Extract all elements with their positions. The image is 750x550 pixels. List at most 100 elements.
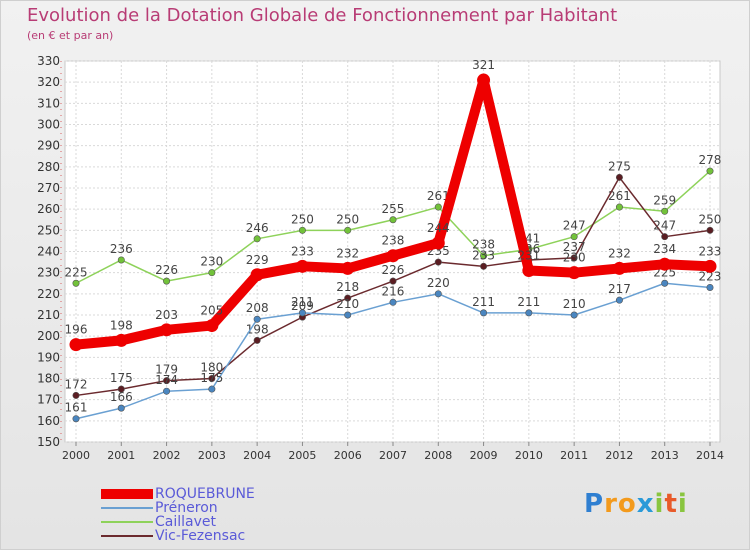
legend-label: ROQUEBRUNE xyxy=(155,486,255,502)
legend-swatch xyxy=(101,521,153,523)
proxiti-logo: Proxiti xyxy=(584,489,688,519)
x-tick-label: 2012 xyxy=(605,449,633,462)
legend-swatch xyxy=(101,535,153,537)
data-point-vic-fezensac xyxy=(253,336,261,344)
legend-label: Préneron xyxy=(155,500,218,516)
legend-swatch xyxy=(101,507,153,509)
data-label-vic-fezensac: 180 xyxy=(200,361,223,375)
data-point-roquebrune xyxy=(160,323,174,337)
data-point-roquebrune xyxy=(658,257,672,271)
data-point-preneron xyxy=(661,279,669,287)
data-label-preneron: 223 xyxy=(699,269,722,283)
y-tick-label: 280 xyxy=(37,160,60,174)
y-tick-label: 220 xyxy=(37,287,60,301)
data-label-caillavet: 247 xyxy=(563,219,586,233)
data-label-caillavet: 261 xyxy=(427,189,450,203)
data-label-preneron: 220 xyxy=(427,276,450,290)
data-point-preneron xyxy=(480,309,488,317)
data-label-roquebrune: 233 xyxy=(291,244,314,258)
data-label-caillavet: 226 xyxy=(155,263,178,277)
data-label-vic-fezensac: 247 xyxy=(653,219,676,233)
data-point-preneron xyxy=(570,311,578,319)
logo-letter: x xyxy=(636,489,655,519)
data-label-preneron: 211 xyxy=(291,295,314,309)
data-point-vic-fezensac xyxy=(389,277,397,285)
data-label-preneron: 161 xyxy=(65,401,88,415)
data-label-preneron: 217 xyxy=(608,282,631,296)
y-tick-label: 300 xyxy=(37,118,60,132)
data-label-roquebrune: 238 xyxy=(382,234,405,248)
y-tick-label: 150 xyxy=(37,435,60,449)
data-point-roquebrune xyxy=(431,236,445,250)
x-tick-label: 2014 xyxy=(696,449,724,462)
data-label-vic-fezensac: 175 xyxy=(110,371,133,385)
data-point-vic-fezensac xyxy=(570,254,578,262)
data-point-vic-fezensac xyxy=(72,391,80,399)
logo-letter: t xyxy=(664,489,678,519)
y-tick-label: 260 xyxy=(37,202,60,216)
y-tick-label: 160 xyxy=(37,414,60,428)
data-point-caillavet xyxy=(163,277,171,285)
data-point-preneron xyxy=(163,387,171,395)
data-point-caillavet xyxy=(117,256,125,264)
data-point-preneron xyxy=(117,404,125,412)
data-label-preneron: 211 xyxy=(472,295,495,309)
x-tick-label: 2011 xyxy=(560,449,588,462)
logo-letter: i xyxy=(654,489,665,519)
data-point-vic-fezensac xyxy=(163,377,171,385)
data-label-vic-fezensac: 172 xyxy=(65,377,88,391)
data-point-vic-fezensac xyxy=(706,226,714,234)
data-label-preneron: 216 xyxy=(382,284,405,298)
data-point-roquebrune xyxy=(205,319,219,333)
data-label-caillavet: 246 xyxy=(246,221,269,235)
data-point-vic-fezensac xyxy=(208,374,216,382)
data-point-caillavet xyxy=(72,279,80,287)
legend-label: Caillavet xyxy=(155,514,216,530)
data-label-preneron: 210 xyxy=(336,297,359,311)
x-tick-label: 2003 xyxy=(198,449,226,462)
data-point-vic-fezensac xyxy=(615,173,623,181)
data-point-caillavet xyxy=(253,235,261,243)
y-tick-label: 170 xyxy=(37,393,60,407)
data-point-caillavet xyxy=(480,252,488,260)
data-point-preneron xyxy=(706,283,714,291)
data-label-roquebrune: 198 xyxy=(110,318,133,332)
data-label-caillavet: 236 xyxy=(110,242,133,256)
data-point-preneron xyxy=(434,290,442,298)
y-tick-label: 250 xyxy=(37,223,60,237)
data-point-preneron xyxy=(615,296,623,304)
x-tick-label: 2005 xyxy=(288,449,316,462)
data-label-caillavet: 278 xyxy=(699,153,722,167)
y-tick-label: 210 xyxy=(37,308,60,322)
series-roquebrune: 196 198 203 205 229 233 232 238 244 321 231 230 232 2… xyxy=(65,58,722,352)
x-tick-label: 2009 xyxy=(470,449,498,462)
data-label-vic-fezensac: 226 xyxy=(382,263,405,277)
data-label-vic-fezensac: 275 xyxy=(608,159,631,173)
data-label-roquebrune: 321 xyxy=(472,58,495,72)
data-point-vic-fezensac xyxy=(344,294,352,302)
data-point-roquebrune xyxy=(612,261,626,275)
x-tick-label: 2010 xyxy=(515,449,543,462)
data-label-vic-fezensac: 233 xyxy=(472,248,495,262)
data-label-roquebrune: 231 xyxy=(517,249,540,263)
data-point-roquebrune xyxy=(522,264,536,278)
data-label-vic-fezensac: 179 xyxy=(155,363,178,377)
data-point-roquebrune xyxy=(386,249,400,263)
data-label-caillavet: 259 xyxy=(653,193,676,207)
data-point-preneron xyxy=(72,415,80,423)
data-point-caillavet xyxy=(570,233,578,241)
data-label-roquebrune: 233 xyxy=(699,244,722,258)
data-label-caillavet: 261 xyxy=(608,189,631,203)
data-label-preneron: 211 xyxy=(517,295,540,309)
y-tick-label: 330 xyxy=(37,54,60,68)
y-tick-label: 180 xyxy=(37,372,60,386)
data-point-caillavet xyxy=(208,269,216,277)
data-point-caillavet xyxy=(344,226,352,234)
data-label-vic-fezensac: 198 xyxy=(246,322,269,336)
data-label-roquebrune: 232 xyxy=(608,246,631,260)
data-label-vic-fezensac: 250 xyxy=(699,212,722,226)
data-point-caillavet xyxy=(661,207,669,215)
data-label-preneron: 210 xyxy=(563,297,586,311)
